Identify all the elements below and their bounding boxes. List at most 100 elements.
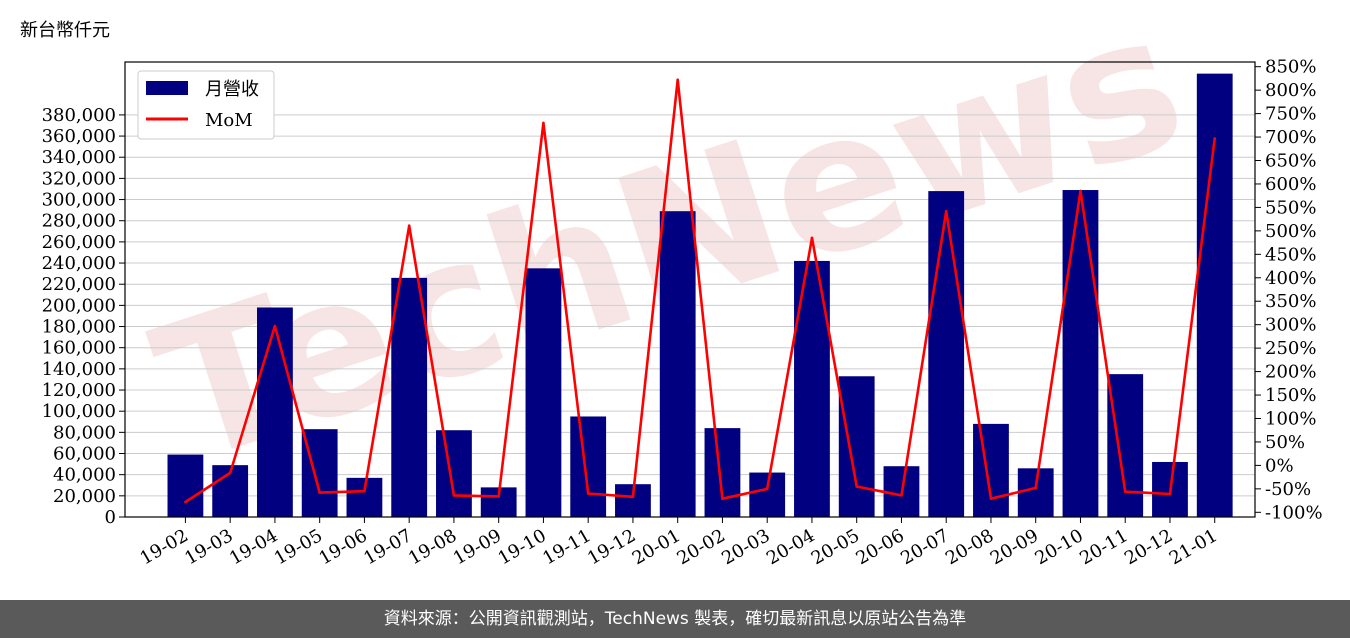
right-tick-label: 100% — [1265, 408, 1316, 429]
mom-point — [900, 494, 903, 497]
unit-label: 新台幣仟元 — [20, 20, 110, 41]
mom-point — [721, 497, 724, 501]
x-tick-label: 19-06 — [315, 525, 370, 569]
right-tick-label: -50% — [1265, 479, 1311, 500]
x-tick-label: 19-03 — [181, 525, 236, 569]
mom-point — [676, 78, 679, 82]
left-tick-label: 0 — [105, 507, 116, 528]
x-tick-label: 20-02 — [674, 525, 729, 569]
mom-point — [631, 495, 635, 499]
mom-point — [542, 121, 545, 125]
left-tick-label: 340,000 — [42, 147, 116, 168]
revenue-bar — [391, 277, 428, 517]
right-tick-label: 450% — [1265, 244, 1316, 265]
legend: 月營收 MoM — [137, 70, 275, 140]
x-tick-label: 20-11 — [1076, 525, 1131, 569]
revenue-chart: TechNews 020,00040,00060,00080,000100,00… — [42, 0, 1323, 569]
mom-point — [273, 324, 277, 328]
left-tick-label: 180,000 — [42, 317, 116, 338]
mom-point — [1168, 492, 1172, 496]
mom-point — [855, 485, 859, 488]
mom-point — [765, 487, 769, 491]
right-y-axis: -100%-50% 0%50% 100%150%200% 250%300% 350%40… — [1255, 57, 1323, 523]
revenue-bar — [570, 416, 607, 517]
x-tick-label: 21-01 — [1166, 525, 1221, 569]
revenue-bar — [749, 472, 786, 517]
mom-point — [810, 236, 814, 240]
mom-point — [497, 495, 500, 498]
left-tick-label: 160,000 — [42, 338, 116, 359]
left-tick-label: 200,000 — [42, 295, 116, 316]
mom-point — [586, 492, 590, 495]
x-tick-label: 20-03 — [718, 525, 773, 569]
left-tick-label: 300,000 — [42, 190, 116, 211]
left-tick-label: 100,000 — [42, 401, 116, 422]
right-tick-label: 650% — [1265, 151, 1316, 172]
right-tick-label: 50% — [1265, 432, 1305, 453]
left-tick-label: 220,000 — [42, 274, 116, 295]
x-tick-label: 19-10 — [494, 525, 549, 569]
revenue-bar — [704, 428, 741, 517]
x-tick-label: 20-01 — [629, 525, 684, 569]
x-tick-label: 19-11 — [539, 525, 594, 569]
right-tick-label: 150% — [1265, 385, 1316, 406]
mom-line — [184, 78, 1216, 504]
right-tick-label: 700% — [1265, 127, 1316, 148]
right-tick-label: 600% — [1265, 174, 1316, 195]
mom-point — [1079, 189, 1082, 193]
revenue-bar — [794, 260, 830, 517]
legend-line-label: MoM — [205, 110, 253, 131]
x-tick-label: 19-05 — [271, 525, 326, 569]
x-tick-label: 20-04 — [763, 525, 818, 569]
source-footer: 資料來源：公開資訊觀測站，TechNews 製表，確切最新訊息以原站公告為準 — [0, 600, 1350, 638]
mom-line-series — [184, 78, 1217, 504]
mom-point — [407, 224, 411, 228]
left-tick-label: 20,000 — [53, 486, 116, 507]
mom-point — [1213, 137, 1217, 140]
x-tick-label: 20-06 — [853, 525, 908, 569]
x-tick-label: 20-07 — [897, 525, 952, 569]
revenue-bar — [973, 423, 1009, 517]
left-tick-label: 140,000 — [42, 359, 116, 380]
right-tick-label: 500% — [1265, 221, 1316, 242]
left-tick-label: 320,000 — [42, 168, 116, 189]
right-tick-label: 300% — [1265, 315, 1316, 336]
right-tick-label: 800% — [1265, 80, 1316, 101]
x-tick-label: 19-07 — [360, 525, 415, 569]
revenue-bar — [525, 268, 562, 517]
x-tick-label: 19-04 — [226, 525, 281, 569]
revenue-bar — [1062, 190, 1099, 517]
x-tick-label: 19-09 — [450, 525, 505, 569]
right-tick-label: -100% — [1265, 502, 1323, 523]
left-y-axis: 020,00040,00060,00080,000100,000120,0001… — [42, 105, 125, 528]
left-tick-label: 360,000 — [42, 126, 116, 147]
x-tick-label: 20-10 — [1032, 525, 1087, 569]
revenue-bar — [1107, 374, 1144, 517]
right-tick-label: 350% — [1265, 291, 1316, 312]
revenue-bar — [1017, 468, 1054, 517]
left-tick-label: 280,000 — [42, 211, 116, 232]
right-tick-label: 750% — [1265, 104, 1316, 125]
mom-point — [989, 497, 993, 501]
right-tick-label: 850% — [1265, 57, 1316, 78]
x-tick-label: 20-09 — [987, 525, 1042, 569]
right-tick-label: 0% — [1265, 455, 1294, 476]
left-tick-label: 240,000 — [42, 253, 116, 274]
revenue-bar — [838, 376, 875, 517]
mom-point — [228, 471, 232, 475]
mom-point — [1123, 490, 1127, 493]
revenue-bar — [928, 191, 965, 517]
x-tick-label: 20-05 — [808, 525, 863, 569]
revenue-bar — [436, 430, 472, 517]
mom-point — [452, 494, 456, 497]
legend-bar-swatch — [146, 81, 188, 95]
x-tick-label: 20-12 — [1121, 525, 1176, 569]
mom-point — [318, 491, 321, 494]
left-tick-label: 80,000 — [53, 422, 116, 443]
x-tick-label: 19-08 — [405, 525, 460, 569]
left-tick-label: 380,000 — [42, 105, 116, 126]
left-tick-label: 120,000 — [42, 380, 116, 401]
x-tick-label: 19-02 — [136, 525, 191, 569]
revenue-bar — [659, 211, 696, 517]
x-tick-label: 19-12 — [584, 525, 639, 569]
